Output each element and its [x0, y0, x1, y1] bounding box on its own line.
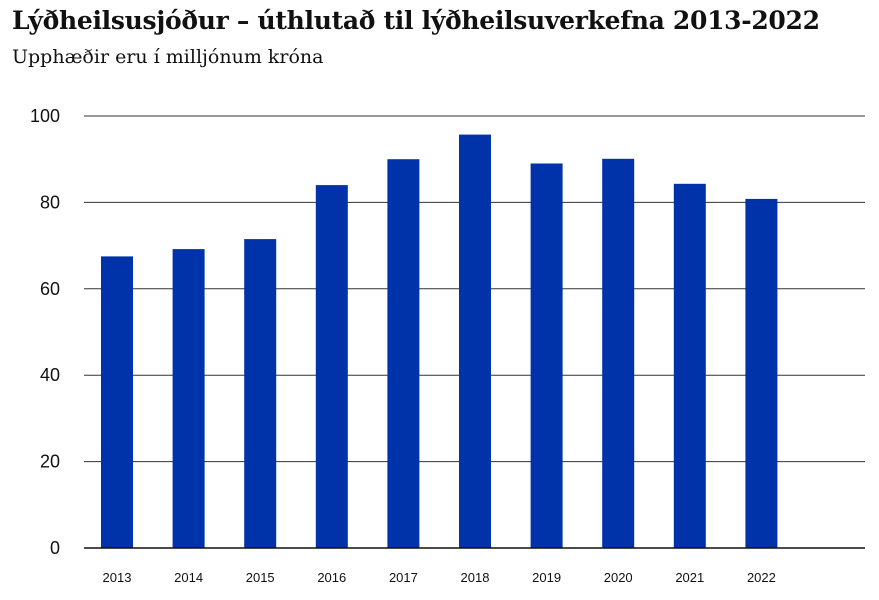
chart-title: Lýðheilsusjóður – úthlutað til lýðheilsu… [12, 6, 820, 35]
tick-labels: 0 20 40 60 80 100 2013 2014 2015 2016 2017 2018 2019… [30, 106, 776, 585]
x-tick-label: 2013 [103, 570, 132, 585]
bar-2020 [602, 158, 635, 549]
x-tick-label: 2015 [246, 570, 275, 585]
y-tick-label: 0 [50, 538, 60, 558]
bar-2014 [172, 249, 205, 548]
bar-2016 [315, 185, 348, 548]
chart-subtitle: Upphæðir eru í milljónum króna [12, 46, 324, 68]
x-tick-label: 2017 [389, 570, 418, 585]
y-tick-label: 60 [40, 279, 60, 299]
bar-2022 [745, 198, 778, 548]
x-tick-label: 2021 [675, 570, 704, 585]
x-tick-label: 2014 [174, 570, 203, 585]
bar-2013 [101, 256, 133, 548]
y-tick-label: 40 [40, 365, 60, 385]
bars [101, 134, 778, 549]
x-tick-label: 2018 [461, 570, 490, 585]
y-tick-label: 100 [30, 106, 60, 126]
x-tick-label: 2019 [532, 570, 561, 585]
y-tick-label: 20 [40, 452, 60, 472]
x-tick-label: 2016 [317, 570, 346, 585]
bar-2015 [244, 239, 277, 548]
bar-2021 [673, 183, 706, 549]
x-tick-label: 2020 [604, 570, 633, 585]
bar-2019 [530, 163, 563, 548]
x-tick-label: 2022 [747, 570, 776, 585]
y-tick-label: 80 [40, 192, 60, 212]
bar-2017 [387, 159, 420, 548]
bar-2018 [459, 134, 491, 548]
